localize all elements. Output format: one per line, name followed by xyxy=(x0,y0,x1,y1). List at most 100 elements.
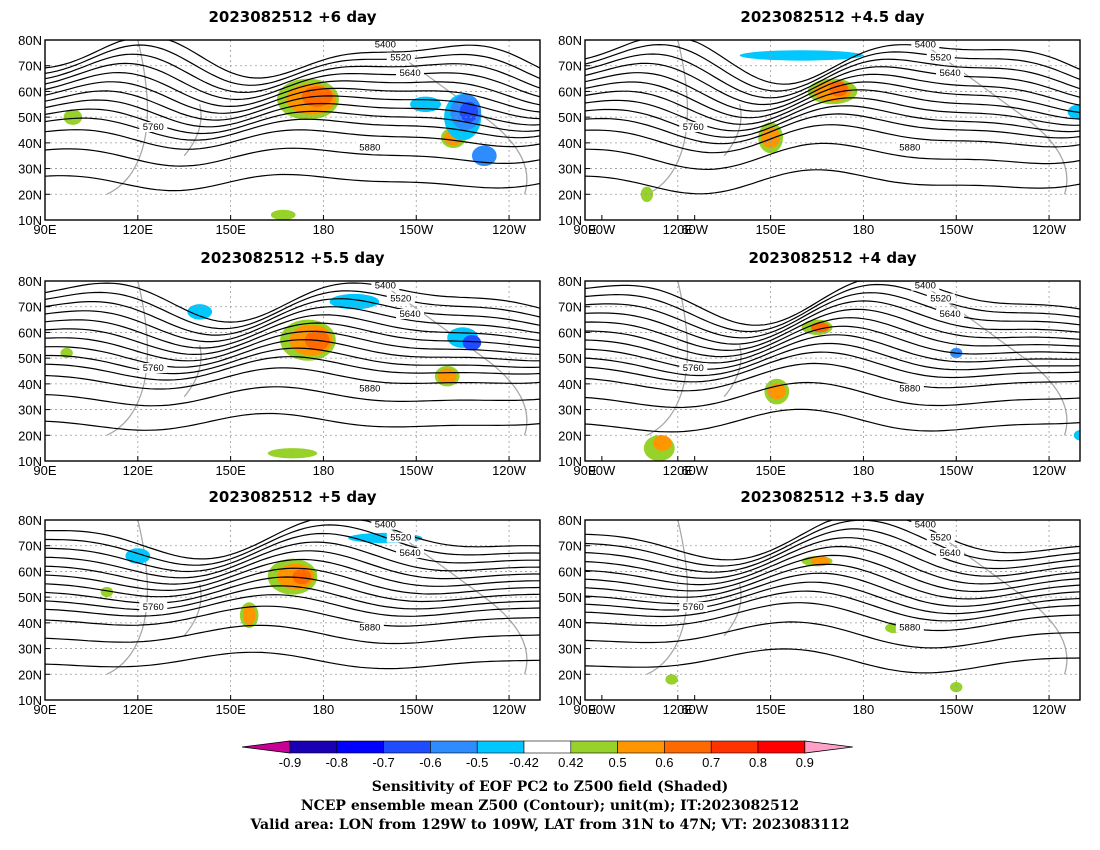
lat-tick-label: 70N xyxy=(558,300,582,315)
lon-tick-label: 60W xyxy=(681,702,708,717)
lon-tick-label: 120W xyxy=(1032,702,1067,717)
z500-contour xyxy=(45,550,540,585)
lat-tick-label: 40N xyxy=(18,616,42,631)
map-area: 5400 5520 5640 5760 5880 xyxy=(585,520,1080,700)
lon-tick-label: 90E xyxy=(573,463,596,478)
z500-contour xyxy=(45,314,540,349)
map-area: 5400 5520 5640 5760 5880 xyxy=(585,281,1080,461)
sensitivity-shading xyxy=(583,410,608,420)
colorbar-tick-label: -0.9 xyxy=(279,755,301,770)
lat-tick-label: 60N xyxy=(558,84,582,99)
contour-label-bg xyxy=(926,532,955,543)
z500-contour xyxy=(585,105,1080,138)
contour-label: 5640 xyxy=(939,68,960,79)
panel-frame xyxy=(584,39,1081,221)
lat-tick-label: 80N xyxy=(18,513,42,528)
z500-contour xyxy=(585,89,1080,125)
lon-tick-label: 180 xyxy=(313,463,335,478)
contour-label-bg xyxy=(895,622,924,633)
contour-label-bg xyxy=(926,52,955,63)
lat-tick-label: 60N xyxy=(558,325,582,340)
z500-contour xyxy=(45,339,540,368)
panel-title: 2023082512 +5.5 day xyxy=(200,249,384,267)
z500-contour xyxy=(585,563,1080,600)
z500-contour xyxy=(45,651,540,670)
z500-contour xyxy=(585,408,1080,433)
colorbar-tick-label: -0.7 xyxy=(372,755,394,770)
contour-label-bg xyxy=(911,281,940,291)
z500-contour xyxy=(45,108,540,135)
z500-contour xyxy=(585,43,1080,92)
colorbar-segment xyxy=(336,740,384,754)
z500-contour xyxy=(45,524,540,566)
lon-tick-label: 120W xyxy=(492,702,527,717)
coastline xyxy=(646,520,689,675)
lon-tick-label: 60W xyxy=(681,463,708,478)
lon-tick-label: 150W xyxy=(939,222,974,237)
lon-tick-label: 90E xyxy=(573,222,596,237)
lat-tick-label: 50N xyxy=(558,351,582,366)
lat-tick-label: 50N xyxy=(18,110,42,125)
z500-contour xyxy=(585,351,1080,383)
contour-label: 5640 xyxy=(939,309,960,320)
contour-label: 5640 xyxy=(399,68,420,79)
contour-label-bg xyxy=(936,68,965,78)
lat-tick-label: 30N xyxy=(18,642,42,657)
lon-tick-label: 120E xyxy=(123,463,154,478)
lat-tick-label: 60N xyxy=(18,564,42,579)
z500-contour xyxy=(585,283,1080,333)
lon-tick-label: 150W xyxy=(399,463,434,478)
contour-label-bg xyxy=(936,309,965,319)
contour-label-bg xyxy=(911,520,940,530)
contour-label: 5640 xyxy=(939,548,960,559)
lat-tick-label: 40N xyxy=(18,377,42,392)
contour-label-bg xyxy=(386,293,415,304)
lat-tick-label: 30N xyxy=(558,403,582,418)
colorbar-segment xyxy=(757,740,806,754)
z500-contour xyxy=(45,99,540,128)
lon-tick-label: 180 xyxy=(853,463,875,478)
lon-tick-label: 150E xyxy=(215,702,246,717)
z500-contour xyxy=(45,576,540,604)
z500-contour xyxy=(585,281,1080,326)
z500-contour xyxy=(585,520,1080,561)
z500-contour xyxy=(585,81,1080,119)
contour-label: 5400 xyxy=(915,281,936,292)
coastline xyxy=(183,584,202,637)
z500-contour xyxy=(585,554,1080,593)
colorbar-tick-label: -0.5 xyxy=(466,755,488,770)
contour-label-bg xyxy=(355,142,384,153)
z500-contour xyxy=(45,532,540,573)
contour-label-bg xyxy=(936,548,965,558)
contour-label-bg xyxy=(926,293,955,304)
contour-label-bg xyxy=(911,40,940,50)
z500-contour xyxy=(45,282,540,323)
lat-tick-label: 10N xyxy=(18,454,42,469)
contour-label: 5880 xyxy=(899,623,920,634)
lon-tick-label: 120E xyxy=(123,222,154,237)
z500-contour xyxy=(45,53,540,94)
panel-title: 2023082512 +4 day xyxy=(749,249,917,267)
lon-tick-label: 60W xyxy=(681,222,708,237)
lon-tick-label: 120E xyxy=(663,702,694,717)
lon-tick-label: 90E xyxy=(33,463,56,478)
z500-contour xyxy=(585,334,1080,370)
contour-label: 5400 xyxy=(915,40,936,51)
contour-label-bg xyxy=(139,122,168,132)
lon-tick-label: 150E xyxy=(755,463,786,478)
contour-label: 5760 xyxy=(683,122,704,133)
lon-tick-label: 150W xyxy=(939,702,974,717)
lon-tick-label: 120W xyxy=(1032,222,1067,237)
lat-tick-label: 60N xyxy=(18,325,42,340)
lat-tick-label: 40N xyxy=(558,377,582,392)
z500-contour xyxy=(45,347,540,375)
sensitivity-shading xyxy=(270,209,296,220)
sensitivity-shading xyxy=(187,304,213,320)
panel-frame xyxy=(44,39,541,221)
colorbar-tick-label: 0.9 xyxy=(796,755,814,770)
contour-label: 5880 xyxy=(359,623,380,634)
lat-tick-label: 60N xyxy=(18,84,42,99)
panel-frame xyxy=(44,519,541,701)
contour-label: 5520 xyxy=(390,294,411,305)
contour-label-bg xyxy=(139,363,168,373)
